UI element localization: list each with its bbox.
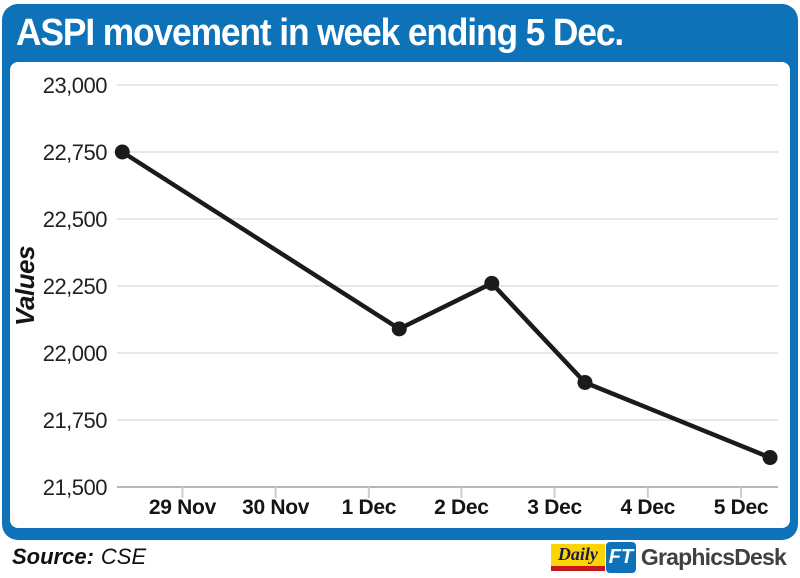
footer-bar: Source: CSE Daily FT GraphicsDesk bbox=[0, 540, 800, 578]
y-tick-label: 22,000 bbox=[43, 341, 108, 366]
x-tick-label: 30 Nov bbox=[242, 496, 310, 519]
red-stripe bbox=[550, 565, 605, 571]
chart-title: ASPI movement in week ending 5 Dec. bbox=[16, 11, 624, 54]
graphicsdesk-wordmark: GraphicsDesk bbox=[640, 543, 787, 570]
chart-card: ASPI movement in week ending 5 Dec. 23,0… bbox=[2, 4, 798, 540]
source-label: Source: bbox=[12, 544, 94, 569]
x-tick-label: 1 Dec bbox=[342, 496, 397, 519]
chart-title-bar: ASPI movement in week ending 5 Dec. bbox=[2, 4, 798, 62]
y-tick-label: 21,750 bbox=[43, 408, 108, 433]
y-tick-label: 21,500 bbox=[43, 475, 108, 500]
chart-panel: 23,000 22,750 22,500 22,250 22,000 21,750 21,5… bbox=[10, 62, 790, 528]
x-tick-label: 5 Dec bbox=[714, 496, 769, 519]
source-value: CSE bbox=[100, 544, 147, 569]
data-point bbox=[391, 321, 407, 337]
y-tick-label: 22,250 bbox=[43, 274, 108, 299]
data-point bbox=[577, 374, 593, 390]
series-line bbox=[120, 149, 773, 460]
dailyft-logo: Daily bbox=[550, 543, 605, 571]
x-tick-label: 29 Nov bbox=[149, 496, 217, 519]
daily-wordmark: Daily bbox=[557, 543, 598, 564]
line-chart: 23,000 22,750 22,500 22,250 22,000 21,750 21,5… bbox=[10, 73, 778, 519]
y-axis-title: Values bbox=[10, 246, 40, 326]
data-point bbox=[762, 450, 778, 466]
data-point bbox=[484, 275, 500, 291]
x-tick-label: 2 Dec bbox=[434, 496, 489, 519]
y-tick-label: 22,500 bbox=[43, 207, 108, 232]
ft-badge: FT bbox=[605, 541, 636, 573]
graphicsdesk-logo: Daily FT GraphicsDesk bbox=[550, 541, 787, 573]
x-tick-label: 3 Dec bbox=[527, 496, 582, 519]
source-note: Source: CSE bbox=[12, 544, 146, 570]
x-tick-label: 4 Dec bbox=[621, 496, 676, 519]
data-point bbox=[114, 144, 130, 160]
y-tick-label: 23,000 bbox=[43, 73, 108, 98]
y-tick-label: 22,750 bbox=[43, 140, 108, 165]
